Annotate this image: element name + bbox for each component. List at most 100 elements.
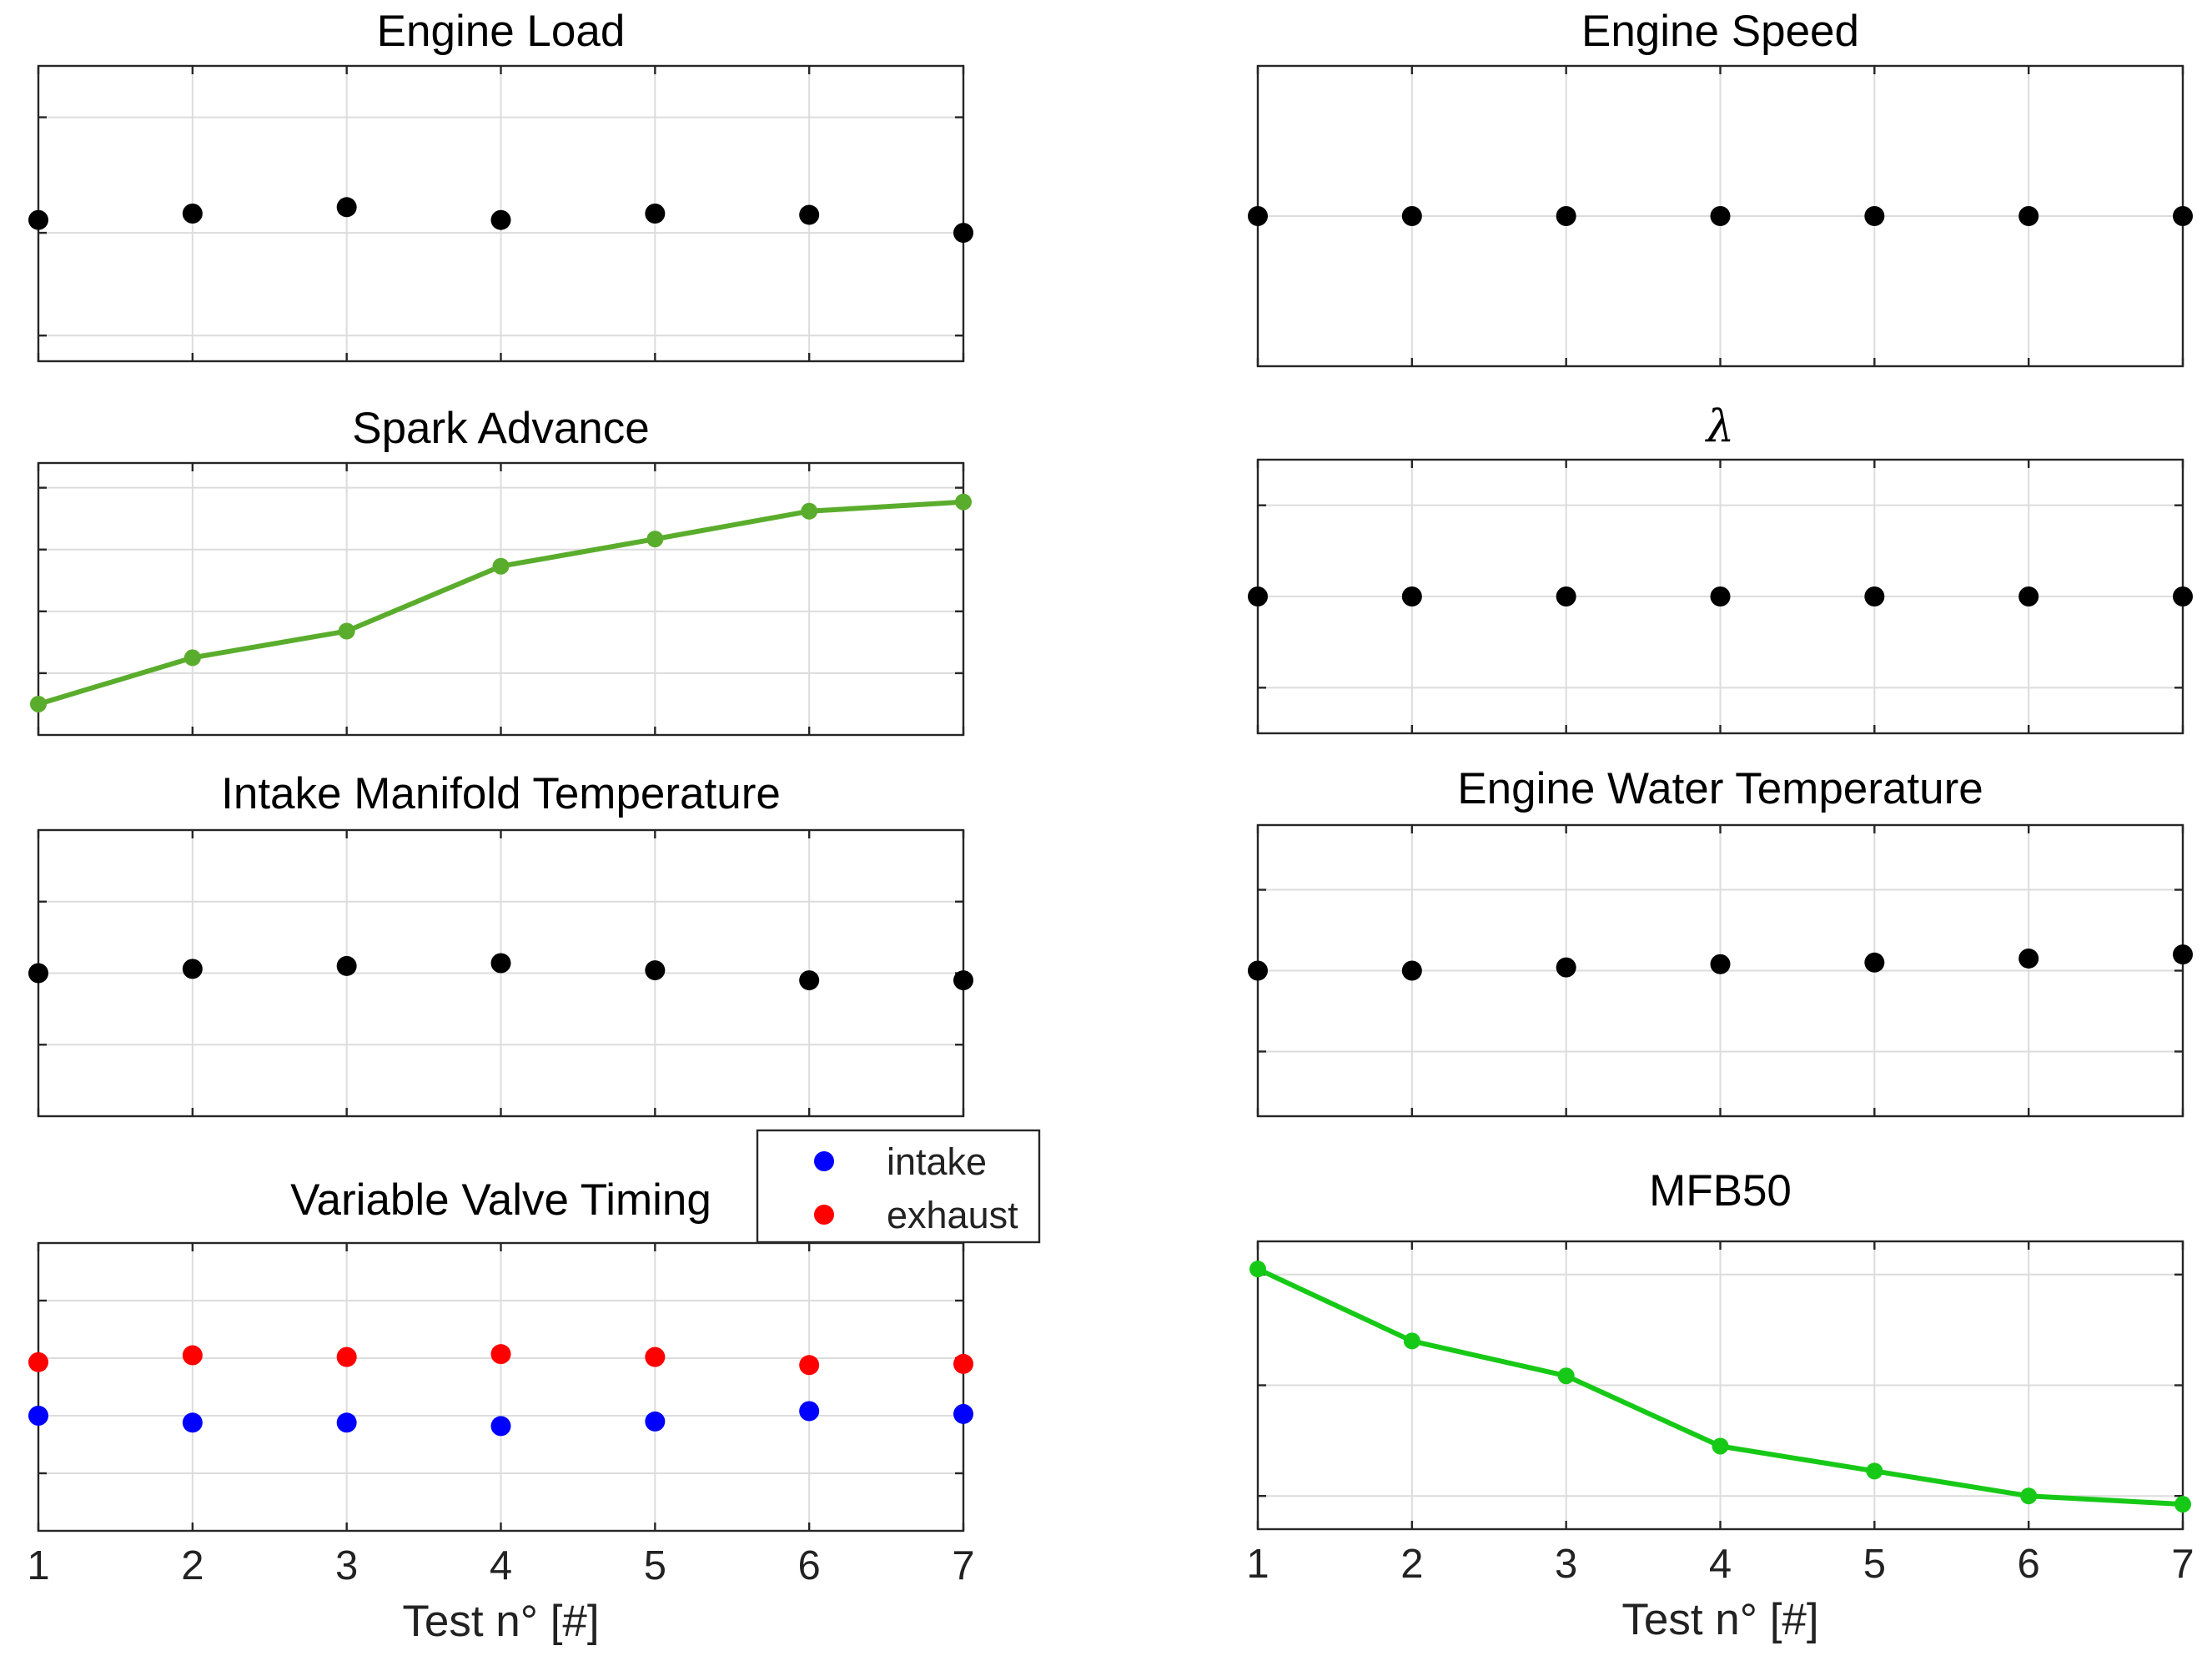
x-axis-label: Test n° [#] — [402, 1597, 599, 1646]
data-point-lambda — [1248, 586, 1268, 606]
data-point-engine-load — [490, 209, 511, 230]
data-point-spark-advance — [801, 502, 818, 520]
data-point-engine-speed — [1864, 206, 1885, 226]
data-point-intake-manifold-temperature — [336, 955, 357, 976]
data-point-exhaust — [799, 1355, 820, 1376]
data-point-lambda — [1864, 586, 1885, 606]
subplot-variable-valve-timing: Variable Valve Timing 1 2 3 4 5 6 7 Test n° [#] i… — [27, 1129, 1041, 1646]
data-point-engine-speed — [2018, 206, 2039, 226]
data-point-mfb50 — [2174, 1496, 2191, 1513]
chart-title: Intake Manifold Temperature — [221, 769, 781, 818]
data-point-exhaust — [28, 1351, 48, 1372]
x-tick-label: 1 — [1246, 1542, 1269, 1587]
data-point-intake-manifold-temperature — [28, 963, 48, 984]
x-tick-label: 7 — [952, 1543, 974, 1588]
subplot-spark-advance: Spark Advance — [30, 404, 972, 737]
data-point-exhaust — [953, 1353, 973, 1374]
legend-label-intake: intake — [887, 1140, 987, 1183]
legend-label-exhaust: exhaust — [887, 1194, 1018, 1236]
data-point-spark-advance — [338, 622, 355, 640]
data-point-intake-manifold-temperature — [799, 970, 820, 991]
data-point-engine-load — [28, 209, 48, 230]
chart-title: λ — [1705, 401, 1735, 452]
data-point-intake — [182, 1412, 203, 1433]
data-point-intake-manifold-temperature — [953, 970, 973, 991]
x-tick-label: 3 — [335, 1543, 358, 1588]
data-point-engine-speed — [2173, 206, 2193, 226]
data-point-exhaust — [182, 1345, 203, 1366]
chart-title: Engine Water Temperature — [1457, 764, 1983, 813]
subplot-mfb50: MFB50 1 2 3 4 5 6 7 Test n° [#] — [1246, 1166, 2194, 1644]
chart-title: Engine Load — [377, 7, 626, 56]
chart-title: Variable Valve Timing — [290, 1175, 711, 1225]
data-point-spark-advance — [955, 493, 972, 511]
data-point-engine-speed — [1401, 206, 1422, 226]
data-point-engine-load — [799, 204, 820, 225]
data-point-mfb50 — [1249, 1261, 1266, 1278]
data-point-lambda — [2173, 586, 2193, 606]
data-point-spark-advance — [492, 557, 510, 575]
x-tick-label: 7 — [2171, 1542, 2194, 1587]
legend: intake exhaust — [756, 1129, 1041, 1244]
subplot-engine-load: Engine Load — [28, 7, 973, 363]
data-point-intake — [645, 1411, 666, 1432]
data-point-engine-speed — [1556, 206, 1576, 226]
data-point-intake-manifold-temperature — [182, 959, 203, 979]
data-point-spark-advance — [183, 649, 201, 667]
data-point-intake — [953, 1403, 973, 1424]
data-point-engine-water-temperature — [2173, 944, 2193, 965]
x-tick-label: 6 — [798, 1543, 821, 1588]
x-tick-label: 2 — [1400, 1542, 1423, 1587]
data-point-mfb50 — [2020, 1487, 2038, 1505]
subplot-intake-manifold-temperature: Intake Manifold Temperature — [28, 769, 973, 1118]
subplot-engine-speed: Engine Speed — [1248, 7, 2193, 368]
chart-title: MFB50 — [1649, 1166, 1792, 1215]
data-point-intake — [336, 1412, 357, 1433]
x-tick-label: 6 — [2018, 1542, 2040, 1587]
data-point-lambda — [1401, 586, 1422, 606]
data-point-engine-load — [953, 223, 973, 244]
data-point-engine-speed — [1710, 206, 1731, 226]
data-point-intake — [490, 1416, 511, 1437]
data-point-intake-manifold-temperature — [490, 953, 511, 974]
data-point-engine-water-temperature — [1401, 960, 1422, 981]
x-tick-label: 5 — [1863, 1542, 1886, 1587]
subplot-lambda: λ — [1248, 401, 2193, 735]
x-tick-label: 5 — [644, 1543, 666, 1588]
data-point-engine-speed — [1248, 206, 1268, 226]
x-tick-label: 2 — [181, 1543, 204, 1588]
data-point-lambda — [1556, 586, 1576, 606]
x-tick-label: 3 — [1555, 1542, 1577, 1587]
data-point-mfb50 — [1403, 1332, 1420, 1350]
data-point-mfb50 — [1557, 1367, 1575, 1385]
data-point-engine-water-temperature — [1864, 952, 1885, 973]
data-point-engine-water-temperature — [1556, 957, 1576, 978]
data-point-engine-water-temperature — [1248, 960, 1268, 981]
chart-title: Engine Speed — [1581, 7, 1859, 56]
data-point-exhaust — [490, 1344, 511, 1365]
data-point-engine-load — [182, 204, 203, 224]
data-point-mfb50 — [1712, 1437, 1729, 1455]
x-axis-label: Test n° [#] — [1621, 1595, 1818, 1644]
chart-title: Spark Advance — [352, 404, 650, 453]
data-point-spark-advance — [30, 695, 47, 712]
legend-marker-exhaust — [814, 1205, 834, 1225]
data-point-engine-water-temperature — [1710, 954, 1731, 974]
x-tick-label: 4 — [490, 1543, 512, 1588]
data-point-intake — [799, 1401, 820, 1422]
x-tick-label: 1 — [27, 1543, 49, 1588]
data-point-engine-load — [336, 197, 357, 218]
data-point-spark-advance — [646, 531, 664, 548]
legend-box — [756, 1129, 1041, 1244]
subplot-engine-water-temperature: Engine Water Temperature — [1248, 764, 2193, 1118]
data-point-mfb50 — [1866, 1462, 1883, 1480]
data-point-lambda — [1710, 586, 1731, 606]
data-point-intake-manifold-temperature — [645, 960, 666, 981]
x-tick-label: 4 — [1709, 1542, 1732, 1587]
data-point-engine-water-temperature — [2018, 948, 2039, 969]
data-point-intake — [28, 1406, 48, 1426]
data-point-lambda — [2018, 586, 2039, 606]
data-point-exhaust — [336, 1346, 357, 1367]
data-point-engine-load — [645, 204, 666, 224]
